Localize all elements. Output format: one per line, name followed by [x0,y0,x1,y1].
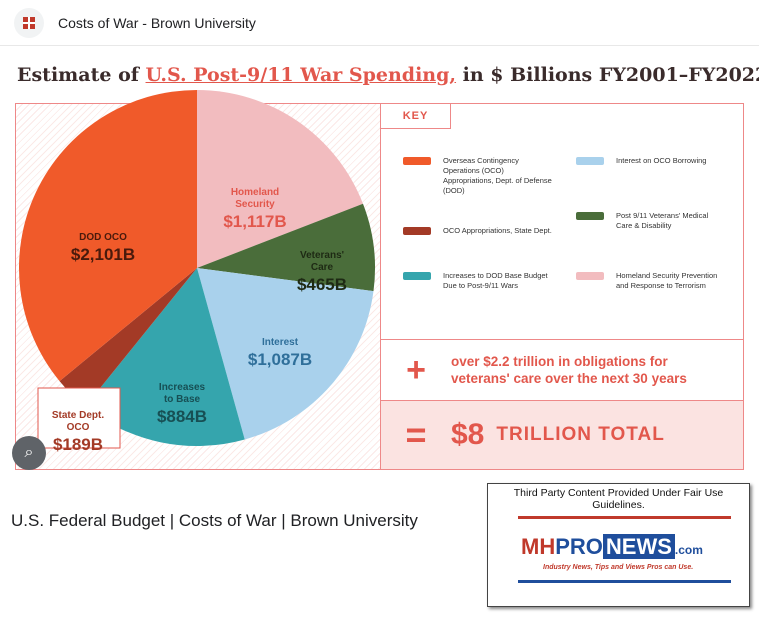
legend-label: Homeland Security Prevention and Respons… [616,271,718,290]
slice-value: $189B [53,435,103,454]
pie-slice-state-dept-oco [59,268,198,407]
slice-label: Interest [262,337,299,348]
slice-value: $1,117B [223,212,286,231]
slice-label: State Dept. [52,410,104,421]
title-pre: Estimate of [17,64,146,86]
legend-swatch [403,157,431,165]
visual-search-icon[interactable]: ⌕ [12,436,46,470]
site-favicon-icon [14,7,44,38]
slice-value: $884B [157,407,207,426]
state-dept-callout [37,387,121,449]
mhpronews-logo: Third Party Content Provided Under Fair … [487,483,750,607]
pie-slice-increases-to-base [85,268,245,446]
legend-item: Interest on OCO Borrowing [576,156,726,166]
logo-tagline: Industry News, Tips and Views Pros can U… [543,564,694,571]
title-highlight: U.S. Post-9/11 War Spending, [145,64,457,86]
legend-item: Increases to DOD Base Budget Due to Post… [403,271,553,291]
slice-value: $1,087B [248,350,312,369]
legend-swatch [576,157,604,165]
logo-name: MHPRO NEWS .com [521,534,703,559]
slice-label: Increases [159,382,206,393]
legend-swatch [576,212,604,220]
legend-label: OCO Appropriations, State Dept. [443,226,552,235]
pie-slice-veterans-care [197,203,375,292]
legend-label: Interest on OCO Borrowing [616,156,707,165]
legend-item: Overseas Contingency Operations (OCO) Ap… [403,156,553,196]
pie-slice-interest [197,268,374,440]
result-header: Costs of War - Brown University [0,0,759,46]
slice-label: Homeland [231,187,279,198]
slice-value: $2,101B [71,245,135,264]
slice-label: DOD OCO [79,232,127,243]
equals-icon: = [405,414,427,455]
legend-swatch [403,227,431,235]
chart-title: Estimate of U.S. Post-9/11 War Spending,… [17,64,759,86]
slice-label: to Base [164,394,201,405]
legend-swatch [403,272,431,280]
total-amount: $8 [451,418,485,451]
plus-icon: + [406,350,426,389]
legend-item: OCO Appropriations, State Dept. [403,226,553,236]
legend-label: Overseas Contingency Operations (OCO) Ap… [443,156,552,195]
site-name[interactable]: Costs of War - Brown University [58,14,256,31]
legend-item: Homeland Security Prevention and Respons… [576,271,726,291]
slice-label: OCO [67,422,90,433]
legend-title: KEY [381,104,451,129]
pie-slice-dod-oco [19,89,197,382]
legend-item: Post 9/11 Veterans' Medical Care & Disab… [576,211,726,231]
legend-label: Increases to DOD Base Budget Due to Post… [443,271,548,290]
legend-swatch [576,272,604,280]
slice-label: Veterans' [300,250,344,261]
legend: KEY Overseas Contingency Operations (OCO… [380,103,744,340]
veterans-obligation-row: + over $2.2 trillion in obligations for … [380,340,744,401]
title-post: in $ Billions FY2001–FY2022 [456,64,759,86]
pie-slice-homeland-security [197,90,363,268]
legend-label: Post 9/11 Veterans' Medical Care & Disab… [616,211,709,230]
total-row: = $8 TRILLION TOTAL [380,401,744,470]
veterans-obligation-text: over $2.2 trillion in obligations for ve… [451,354,687,386]
fair-use-notice: Third Party Content Provided Under Fair … [513,487,724,511]
slice-label: Security [235,199,275,210]
total-label: TRILLION TOTAL [496,424,665,445]
image-caption[interactable]: U.S. Federal Budget | Costs of War | Bro… [11,511,418,530]
slice-label: Care [311,262,334,273]
slice-value: $465B [297,275,347,294]
